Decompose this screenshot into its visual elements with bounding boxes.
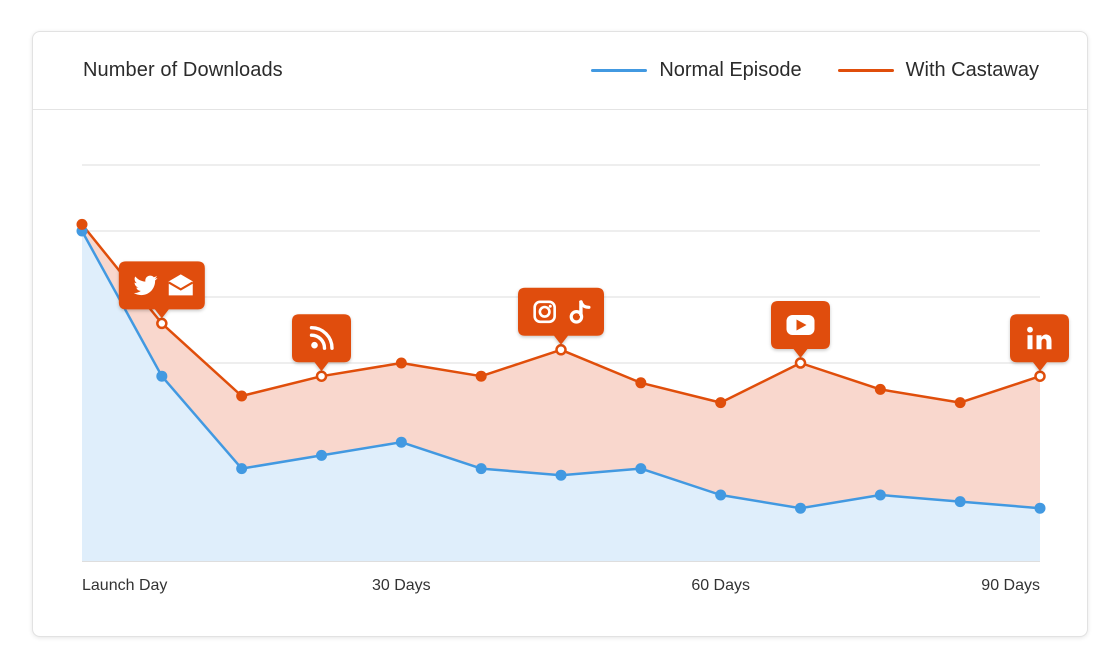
with-castaway-point [954, 397, 966, 409]
annotation-bubble-shape [118, 261, 205, 319]
normal-episode-point [555, 469, 567, 481]
mail-icon [168, 274, 193, 296]
with-castaway-point [874, 383, 886, 395]
rss-icon-arc-inner [309, 333, 327, 350]
tiktok-icon-flag [579, 300, 591, 309]
x-tick-label: Launch Day [82, 577, 167, 594]
rss-icon-dot [311, 341, 318, 349]
instagram-icon-dot [548, 304, 552, 308]
with-castaway-point [1034, 370, 1046, 382]
normal-episode-point [795, 502, 806, 514]
annotation-bubble [1010, 314, 1069, 372]
with-castaway-point [156, 317, 168, 330]
youtube-icon-play [796, 319, 807, 331]
instagram-icon-lens [538, 305, 551, 318]
legend-label-normal-episode: Normal Episode [659, 59, 802, 81]
with-castaway-point [76, 218, 88, 230]
normal-episode-point [475, 463, 487, 475]
with-castaway-area [82, 224, 1040, 509]
linkedin-icon-i-dot [1027, 326, 1033, 333]
linkedin-icon-i-stem [1027, 335, 1033, 350]
linkedin-icon-n [1036, 334, 1052, 350]
mail-icon-flap [168, 281, 194, 291]
normal-episode-point [236, 463, 248, 475]
normal-episode-point [635, 463, 647, 475]
with-castaway-point [635, 377, 647, 389]
with-castaway-point [715, 397, 727, 409]
annotation-bubble [292, 314, 351, 372]
legend-swatch-normal-episode [591, 69, 648, 72]
x-tick-label: 30 Days [372, 577, 431, 594]
chart-title: Number of Downloads [83, 59, 283, 81]
normal-episode-point [715, 489, 727, 501]
normal-episode-point [874, 489, 886, 501]
x-tick-label: 90 Days [981, 577, 1040, 594]
legend-swatch-with-castaway [837, 69, 894, 72]
annotation-bubble [771, 301, 830, 358]
legend-item-with-castaway[interactable]: With Castaway [837, 59, 1039, 82]
with-castaway-point [555, 344, 567, 356]
normal-episode-point [316, 449, 327, 461]
card-header: Number of Downloads Normal Episode With … [33, 32, 1087, 110]
normal-episode-area [82, 231, 1040, 561]
legend: Normal Episode With Castaway [591, 59, 1039, 82]
normal-episode-point [1034, 502, 1046, 514]
annotation-bubble-shape [518, 287, 604, 345]
normal-episode-point [954, 496, 966, 508]
with-castaway-point [395, 357, 407, 369]
twitter-icon [133, 275, 158, 296]
with-castaway-point [475, 370, 487, 382]
with-castaway-point [794, 357, 807, 369]
x-tick-label: 60 Days [691, 577, 750, 594]
legend-label-with-castaway: With Castaway [905, 59, 1039, 81]
normal-episode-point [156, 370, 168, 382]
instagram-icon [533, 300, 556, 324]
normal-episode-point [395, 436, 407, 448]
rss-icon-arc-outer [309, 326, 334, 350]
with-castaway-point [315, 370, 328, 382]
annotation-bubble [518, 287, 604, 345]
tiktok-icon-note [569, 309, 584, 324]
legend-item-normal-episode[interactable]: Normal Episode [591, 59, 802, 82]
annotation-bubble [118, 261, 205, 319]
with-castaway-point [236, 390, 248, 402]
